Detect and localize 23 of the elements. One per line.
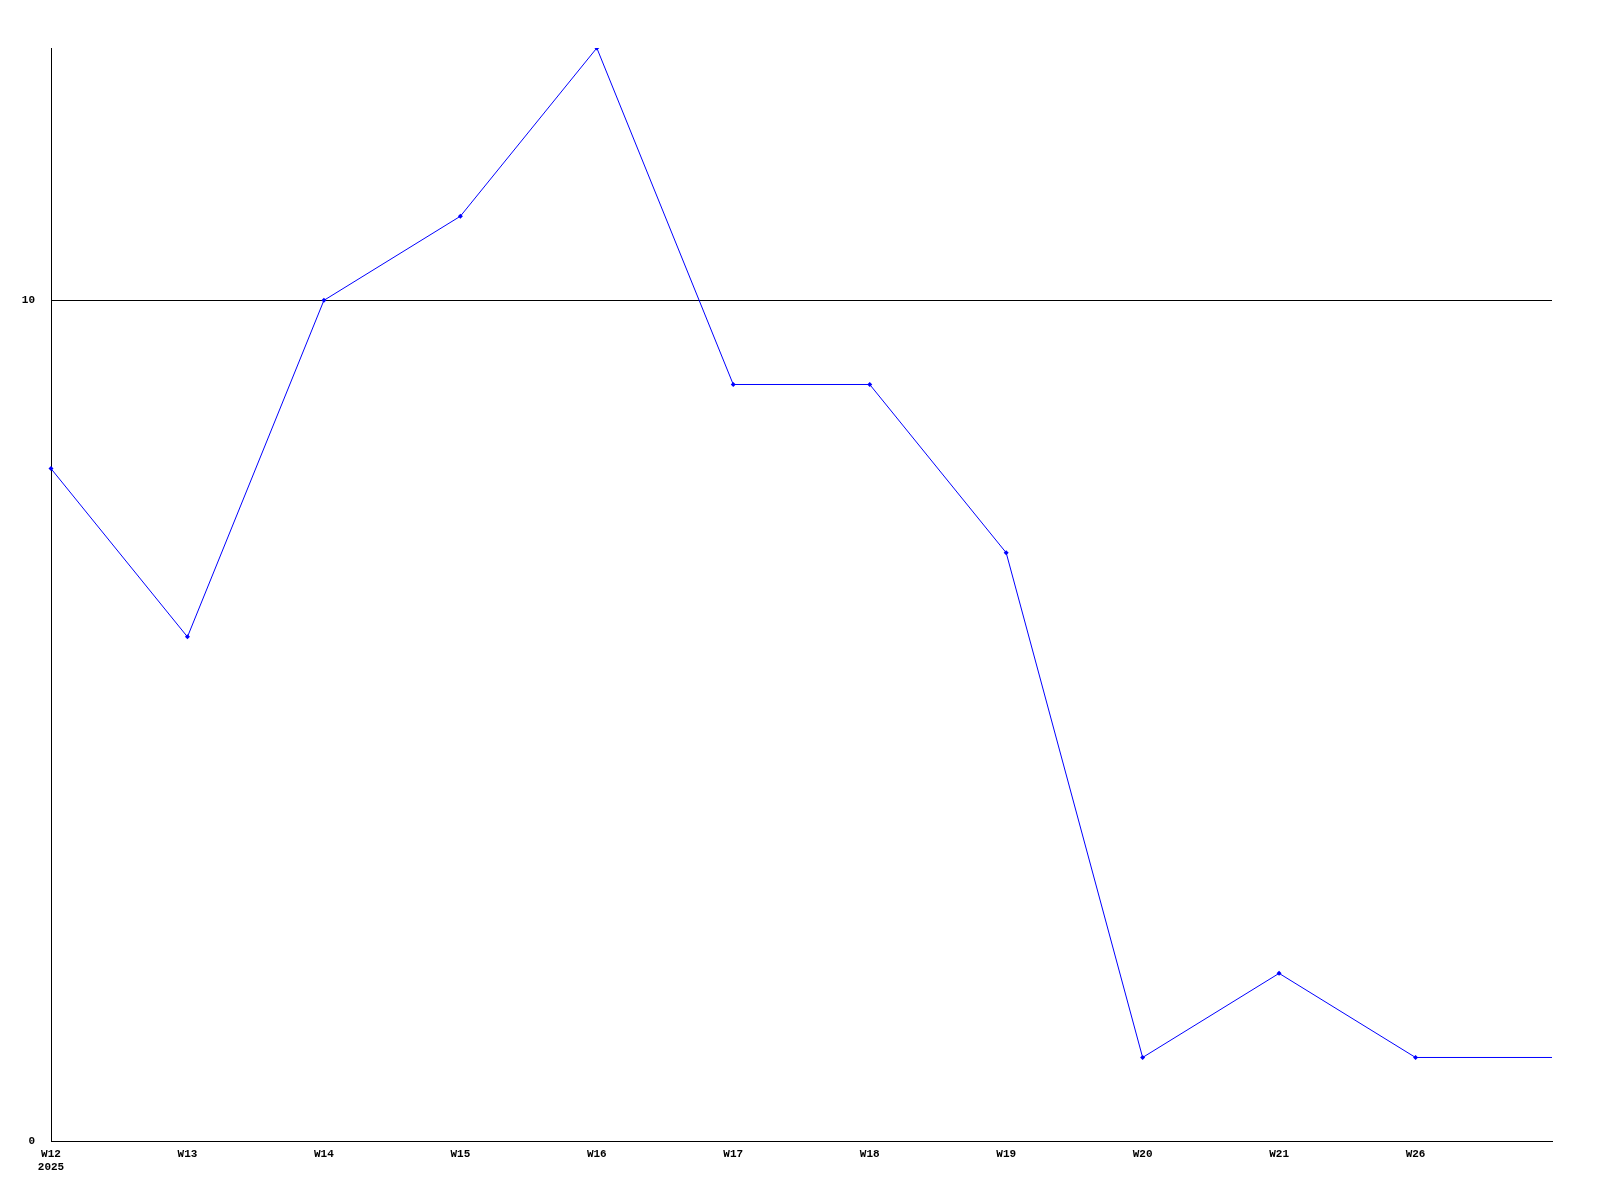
point (1003, 550, 1009, 556)
x-tick-label: W15 (450, 1147, 471, 1160)
x-tick-label: W21 (1269, 1147, 1290, 1160)
point (48, 466, 54, 472)
point (867, 381, 873, 387)
x-tick-label: W16 (586, 1147, 607, 1160)
point (730, 381, 736, 387)
x-tick-label: W14 (314, 1147, 335, 1160)
point (457, 213, 463, 219)
x-tick-label: W19 (996, 1147, 1017, 1160)
y-tick-label: 0 (28, 1135, 35, 1148)
x-tick-label: W20 (1132, 1147, 1153, 1160)
y-tick-label: 10 (21, 294, 35, 307)
x-tick-label: W13 (177, 1147, 198, 1160)
x-tick-label: W17 (723, 1147, 744, 1160)
point (1413, 1054, 1419, 1060)
point (184, 634, 190, 640)
point (321, 297, 327, 303)
x-tick-label: W26 (1405, 1147, 1426, 1160)
x-tick-label: W18 (859, 1147, 881, 1160)
x-tick-label: W12 2025 (37, 1147, 65, 1174)
point (1276, 970, 1282, 976)
point (1140, 1054, 1146, 1060)
